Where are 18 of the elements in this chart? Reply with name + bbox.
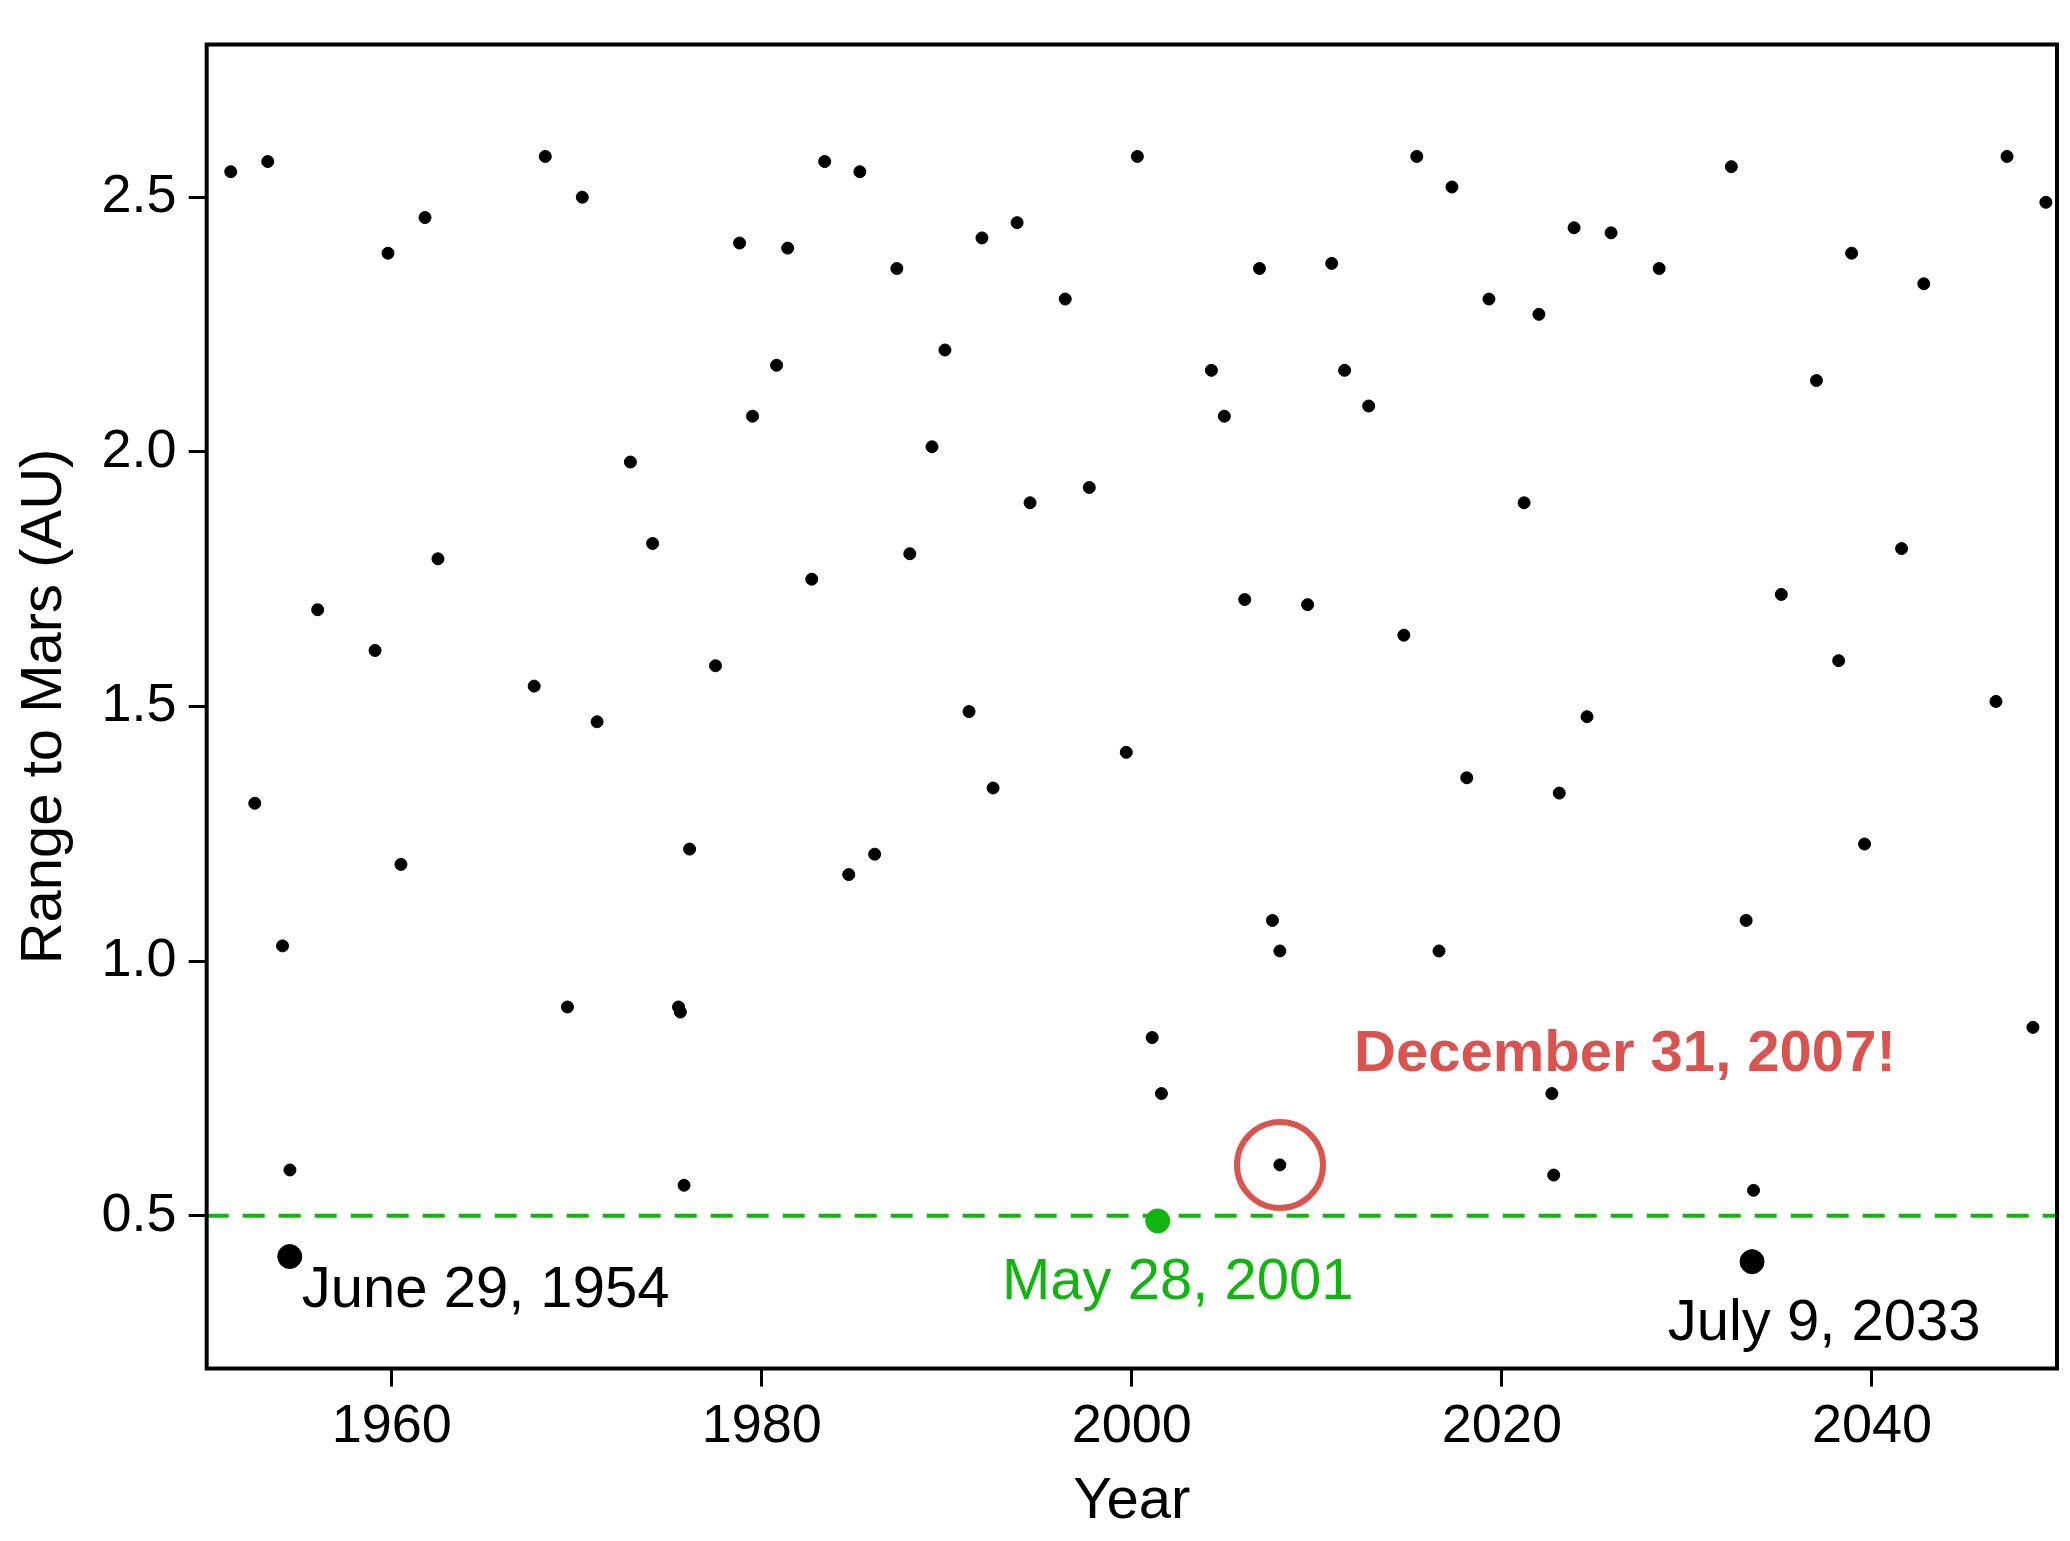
x-tick-label: 2000 [1071, 1392, 1192, 1453]
x-tick-label: 1960 [331, 1392, 452, 1453]
y-tick-label: 2.0 [101, 417, 177, 478]
y-tick-label: 0.5 [101, 1181, 177, 1242]
point [277, 1244, 303, 1270]
y-axis-title: Range to Mars (AU) [7, 448, 73, 965]
y-tick-label: 1.0 [101, 927, 177, 988]
y-tick-label: 1.5 [101, 672, 177, 733]
annotation: December 31, 2007! [1354, 1017, 1896, 1083]
x-tick-label: 2040 [1811, 1392, 1933, 1453]
y-tick-label: 2.5 [101, 163, 177, 224]
x-tick-label: 2020 [1441, 1392, 1562, 1453]
point [1739, 1249, 1765, 1275]
annotation: July 9, 2033 [1667, 1286, 1981, 1352]
x-axis-title: Year [1073, 1465, 1191, 1531]
annotation: May 28, 2001 [1002, 1245, 1354, 1311]
x-tick-label: 1980 [701, 1392, 822, 1453]
annotation: June 29, 1954 [301, 1253, 670, 1319]
